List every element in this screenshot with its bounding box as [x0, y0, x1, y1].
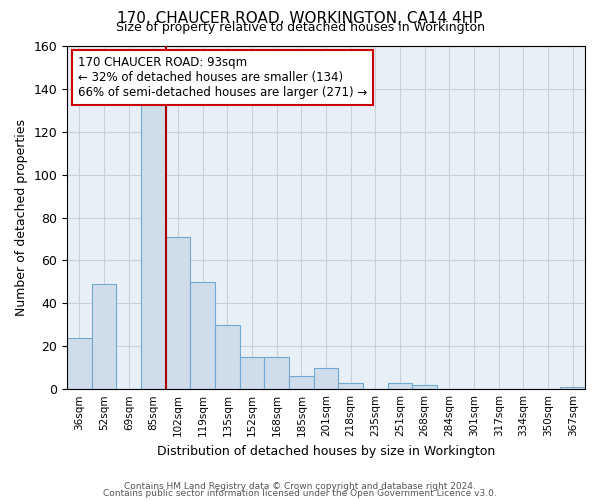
Bar: [338, 382, 363, 389]
Bar: [166, 237, 190, 389]
Text: Contains public sector information licensed under the Open Government Licence v3: Contains public sector information licen…: [103, 488, 497, 498]
X-axis label: Distribution of detached houses by size in Workington: Distribution of detached houses by size …: [157, 444, 495, 458]
Text: 170 CHAUCER ROAD: 93sqm
← 32% of detached houses are smaller (134)
66% of semi-d: 170 CHAUCER ROAD: 93sqm ← 32% of detache…: [77, 56, 367, 100]
Bar: [215, 325, 240, 389]
Bar: [560, 387, 585, 389]
Text: 170, CHAUCER ROAD, WORKINGTON, CA14 4HP: 170, CHAUCER ROAD, WORKINGTON, CA14 4HP: [118, 11, 482, 26]
Bar: [412, 385, 437, 389]
Y-axis label: Number of detached properties: Number of detached properties: [15, 119, 28, 316]
Text: Contains HM Land Registry data © Crown copyright and database right 2024.: Contains HM Land Registry data © Crown c…: [124, 482, 476, 491]
Bar: [265, 357, 289, 389]
Bar: [289, 376, 314, 389]
Bar: [240, 357, 265, 389]
Bar: [92, 284, 116, 389]
Bar: [314, 368, 338, 389]
Bar: [67, 338, 92, 389]
Text: Size of property relative to detached houses in Workington: Size of property relative to detached ho…: [115, 22, 485, 35]
Bar: [190, 282, 215, 389]
Bar: [141, 104, 166, 389]
Bar: [388, 382, 412, 389]
